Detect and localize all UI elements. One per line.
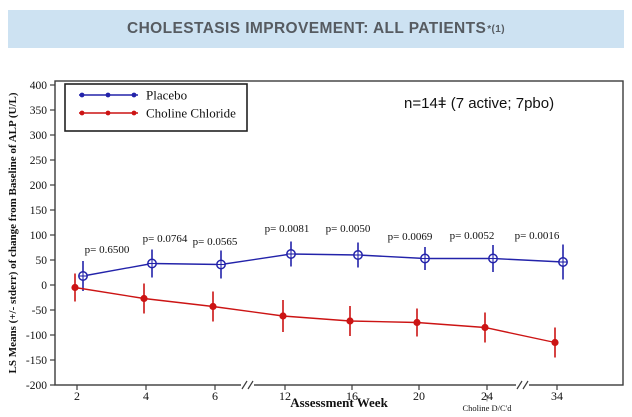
p-value-label: p= 0.0016 — [515, 230, 560, 242]
series-line-choline — [74, 286, 556, 344]
y-tick-label: 300 — [30, 130, 48, 142]
legend-box — [64, 83, 248, 132]
legend-swatch-marker — [105, 110, 111, 116]
title-footnote-marker: *(1) — [487, 23, 505, 35]
x-tick-label: 2 — [74, 389, 80, 403]
data-point-choline-week-2 — [71, 283, 79, 292]
legend-swatch-marker — [105, 92, 111, 98]
axis-break-gap — [241, 382, 254, 388]
y-tick-label: -100 — [26, 330, 47, 342]
p-value-label: p= 0.0069 — [388, 231, 433, 243]
sample-size-note: n=14ǂ (7 active; 7pbo) — [404, 95, 554, 112]
x-tick-label: 16 — [346, 389, 358, 403]
x-tick-label: 20 — [413, 389, 425, 403]
x-axis-title: Assessment Week — [290, 395, 388, 410]
data-point-choline-week-20 — [413, 318, 421, 327]
x-tick-label: 4 — [143, 389, 149, 403]
data-point-choline-week-4 — [140, 294, 148, 303]
axis-break-gap — [516, 382, 529, 388]
y-tick-label: 400 — [30, 80, 48, 92]
y-tick-label: 250 — [30, 155, 48, 167]
event-arrow-icon: ↑ — [484, 392, 490, 404]
legend-swatch-marker — [79, 92, 85, 98]
y-tick-label: 50 — [36, 255, 48, 267]
y-tick-label: -50 — [32, 305, 48, 317]
legend-label-placebo: Placebo — [146, 88, 187, 103]
data-point-choline-week-16 — [346, 317, 354, 325]
page-title: CHOLESTASIS IMPROVEMENT: ALL PATIENTS — [127, 20, 487, 37]
x-tick-label: 24 — [481, 389, 493, 403]
event-label: Choline D/C'd — [463, 403, 513, 413]
data-point-choline-week-12 — [279, 312, 287, 320]
p-value-label: p= 0.6500 — [85, 244, 130, 256]
title-banner: CHOLESTASIS IMPROVEMENT: ALL PATIENTS *(1… — [8, 10, 624, 48]
axis-break-mark — [241, 380, 248, 390]
y-tick-label: 100 — [30, 230, 48, 242]
y-tick-label: 350 — [30, 105, 48, 117]
p-value-label: p= 0.0764 — [143, 233, 188, 245]
p-value-label: p= 0.0081 — [265, 223, 310, 235]
y-tick-label: -200 — [26, 380, 47, 392]
data-point-choline-week-24 — [481, 323, 489, 332]
data-point-choline-week-34 — [551, 338, 559, 347]
x-tick-label: 12 — [279, 389, 291, 403]
axis-break-mark — [247, 380, 254, 390]
axis-break-mark — [522, 380, 529, 390]
legend-label-choline-chloride: Choline Chloride — [146, 106, 236, 121]
legend-swatch-marker — [131, 110, 137, 116]
y-tick-label: 150 — [30, 205, 48, 217]
x-tick-label: 34 — [551, 389, 563, 403]
legend-swatch-marker — [79, 110, 85, 116]
x-tick-label: 6 — [212, 389, 218, 403]
legend-swatch-marker — [131, 92, 137, 98]
p-value-label: p= 0.0050 — [326, 223, 371, 235]
axis-break-mark — [516, 380, 523, 390]
plot-frame — [54, 80, 624, 386]
p-value-label: p= 0.0565 — [193, 236, 238, 248]
series-line-placebo — [82, 253, 564, 277]
y-axis-title: LS Means (+/- stderr) of change from Bas… — [7, 92, 19, 373]
y-tick-label: 0 — [41, 280, 47, 292]
data-point-choline-week-6 — [209, 302, 217, 311]
y-tick-label: -150 — [26, 355, 47, 367]
y-tick-label: 200 — [30, 180, 48, 192]
p-value-label: p= 0.0052 — [450, 230, 495, 242]
